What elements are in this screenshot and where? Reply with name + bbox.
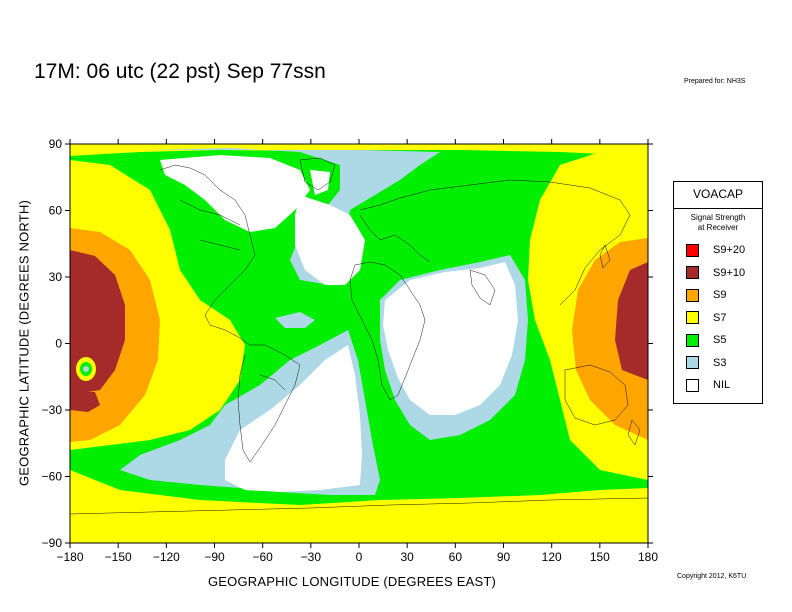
x-tick-label: −30 (301, 550, 322, 564)
s7-zone-south (70, 470, 648, 543)
y-axis-label: GEOGRAPHIC LATITUDE (DEGREES NORTH) (16, 199, 32, 487)
borders-americas (179, 199, 286, 391)
coastline-greenland (299, 157, 336, 191)
legend-item: NIL (674, 374, 762, 397)
x-tick-label: 120 (542, 550, 562, 564)
y-tick-label: 30 (49, 270, 63, 284)
x-tick-label: 90 (497, 550, 511, 564)
legend-subtitle-2: at Receiver (697, 223, 739, 232)
legend-swatch (686, 288, 699, 302)
legend-swatch (686, 378, 699, 392)
page-title: 17M: 06 utc (22 pst) Sep 77ssn (34, 60, 326, 83)
legend-items: S9+20 S9+10 S9 S7 S5 S3 NIL (674, 239, 762, 397)
x-tick-label: 30 (400, 550, 414, 564)
x-axis-tick-labels: −180 −150 −120 −90 −60 −30 0 30 60 90 120 150 180 (56, 550, 658, 564)
legend-swatch (686, 266, 699, 280)
coastline-africa (349, 261, 426, 401)
nil-zone-north-atlantic (295, 195, 365, 285)
legend-label: S9 (713, 289, 727, 302)
s3-zone-caribbean (275, 312, 315, 328)
y-tick-label: 90 (49, 137, 63, 151)
y-axis-ticks (65, 143, 653, 544)
legend-swatch (686, 311, 699, 325)
y-tick-label: 0 (55, 337, 62, 351)
coastline-south-america (237, 344, 301, 463)
legend-label: S5 (713, 334, 727, 347)
y-tick-label: −30 (42, 403, 63, 417)
x-tick-label: −60 (252, 550, 273, 564)
legend-swatch (686, 333, 699, 347)
legend-item: S5 (674, 329, 762, 352)
nil-zone-north-america (160, 155, 310, 232)
y-tick-label: 60 (49, 204, 63, 218)
coastline-india (469, 269, 496, 306)
borders-europe (359, 214, 431, 263)
coastline-antarctica (70, 497, 648, 515)
x-tick-label: −90 (204, 550, 225, 564)
coastline-north-america (159, 164, 256, 346)
nil-zone-greenland (310, 170, 330, 195)
x-axis-label: GEOGRAPHIC LONGITUDE (DEGREES EAST) (208, 574, 496, 589)
legend-title: VOACAP (674, 182, 762, 209)
x-tick-label: 150 (590, 550, 610, 564)
legend-item: S9+10 (674, 262, 762, 285)
x-tick-label: 60 (449, 550, 463, 564)
legend-item: S9+20 (674, 239, 762, 262)
x-tick-label: −180 (56, 550, 83, 564)
x-tick-label: 180 (638, 550, 658, 564)
legend-item: S3 (674, 352, 762, 375)
legend-subtitle-1: Signal Strength (690, 213, 746, 222)
legend-label: S3 (713, 356, 727, 369)
coastline-new-zealand (627, 419, 641, 446)
legend-item: S7 (674, 307, 762, 330)
legend-label: S9+20 (713, 244, 746, 257)
y-axis-tick-labels: 90 60 30 0 −30 −60 −90 (42, 137, 63, 550)
legend-item: S9 (674, 284, 762, 307)
y-tick-label: −60 (42, 470, 63, 484)
legend-label: NIL (713, 379, 731, 392)
legend: VOACAP Signal Strength at Receiver S9+20… (673, 181, 763, 404)
legend-swatch (686, 243, 699, 257)
copyright-note: Copyright 2012, K6TU (677, 573, 747, 580)
hotspot-blue (83, 366, 89, 372)
legend-label: S9+10 (713, 266, 746, 279)
prepared-for-note: Prepared for: NH3S (684, 78, 746, 85)
x-tick-label: 0 (356, 550, 363, 564)
coastline-eurasia (359, 179, 631, 306)
coastline-australia (564, 364, 629, 426)
coastline-japan (599, 244, 611, 269)
x-tick-label: −150 (105, 550, 132, 564)
x-tick-label: −120 (153, 550, 180, 564)
s9-10-zone-southwest (70, 392, 100, 412)
nil-zone-south-atlantic (225, 345, 362, 492)
legend-swatch (686, 356, 699, 370)
y-tick-label: −90 (42, 536, 63, 550)
s9-10-zone-east (615, 262, 648, 380)
legend-label: S7 (713, 311, 727, 324)
x-axis-ticks (69, 139, 649, 548)
s3-zone-north (150, 148, 440, 285)
